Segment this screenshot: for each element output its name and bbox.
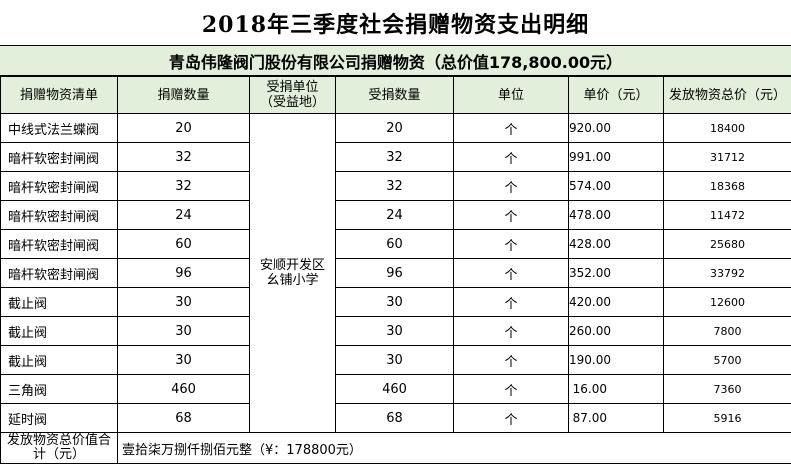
- donation-table: 捐赠物资清单 捐赠数量 受捐单位 （受益地） 受捐数量 单位 单价（元） 发放物…: [0, 76, 791, 464]
- total-cell: 7800: [664, 317, 791, 346]
- unit-cell: 个: [454, 288, 569, 317]
- item-name-cell: 截止阀: [1, 317, 118, 346]
- donated-qty-cell: 460: [118, 375, 250, 404]
- unit-price-cell: 920.00: [569, 114, 664, 143]
- unit-cell: 个: [454, 375, 569, 404]
- donated-qty-cell: 30: [118, 317, 250, 346]
- total-cell: 5700: [664, 346, 791, 375]
- unit-price-cell: 478.00: [569, 201, 664, 230]
- received-qty-cell: 32: [336, 172, 454, 201]
- total-cell: 25680: [664, 230, 791, 259]
- item-name-cell: 截止阀: [1, 346, 118, 375]
- total-cell: 18400: [664, 114, 791, 143]
- item-name-cell: 截止阀: [1, 288, 118, 317]
- received-qty-cell: 30: [336, 288, 454, 317]
- unit-price-cell: 190.00: [569, 346, 664, 375]
- header-unit: 单位: [454, 77, 569, 114]
- received-qty-cell: 60: [336, 230, 454, 259]
- header-total: 发放物资总价（元）: [664, 77, 791, 114]
- header-recipient: 受捐单位 （受益地）: [250, 77, 336, 114]
- unit-cell: 个: [454, 114, 569, 143]
- item-name-cell: 暗杆软密封闸阀: [1, 259, 118, 288]
- header-item: 捐赠物资清单: [1, 77, 118, 114]
- total-cell: 7360: [664, 375, 791, 404]
- donated-qty-cell: 20: [118, 114, 250, 143]
- item-name-cell: 暗杆软密封闸阀: [1, 201, 118, 230]
- received-qty-cell: 20: [336, 114, 454, 143]
- total-cell: 33792: [664, 259, 791, 288]
- total-cell: 5916: [664, 404, 791, 433]
- received-qty-cell: 68: [336, 404, 454, 433]
- header-received-qty: 受捐数量: [336, 77, 454, 114]
- received-qty-cell: 30: [336, 346, 454, 375]
- donated-qty-cell: 24: [118, 201, 250, 230]
- donated-qty-cell: 30: [118, 288, 250, 317]
- received-qty-cell: 24: [336, 201, 454, 230]
- header-donated-qty: 捐赠数量: [118, 77, 250, 114]
- donated-qty-cell: 32: [118, 172, 250, 201]
- total-cell: 18368: [664, 172, 791, 201]
- donated-qty-cell: 96: [118, 259, 250, 288]
- item-name-cell: 暗杆软密封闸阀: [1, 143, 118, 172]
- item-name-cell: 三角阀: [1, 375, 118, 404]
- header-unit-price: 单价（元）: [569, 77, 664, 114]
- unit-price-cell: 352.00: [569, 259, 664, 288]
- unit-cell: 个: [454, 317, 569, 346]
- received-qty-cell: 96: [336, 259, 454, 288]
- page-title: 2018年三季度社会捐赠物资支出明细: [0, 0, 791, 46]
- unit-price-cell: 991.00: [569, 143, 664, 172]
- unit-cell: 个: [454, 201, 569, 230]
- unit-cell: 个: [454, 404, 569, 433]
- donated-qty-cell: 60: [118, 230, 250, 259]
- footer-row: 发放物资总价值合计（元）壹拾柒万捌仟捌佰元整（¥：178800元）: [1, 433, 791, 464]
- unit-price-cell: 87.00: [569, 404, 664, 433]
- item-name-cell: 暗杆软密封闸阀: [1, 230, 118, 259]
- received-qty-cell: 460: [336, 375, 454, 404]
- unit-price-cell: 420.00: [569, 288, 664, 317]
- unit-price-cell: 16.00: [569, 375, 664, 404]
- unit-cell: 个: [454, 230, 569, 259]
- donated-qty-cell: 30: [118, 346, 250, 375]
- total-cell: 11472: [664, 201, 791, 230]
- unit-cell: 个: [454, 259, 569, 288]
- footer-total-label: 发放物资总价值合计（元）: [1, 433, 118, 464]
- header-row: 捐赠物资清单 捐赠数量 受捐单位 （受益地） 受捐数量 单位 单价（元） 发放物…: [1, 77, 791, 114]
- header-recipient-line2: （受益地）: [250, 95, 335, 110]
- unit-cell: 个: [454, 346, 569, 375]
- recipient-cell: 安顺开发区幺铺小学: [250, 114, 336, 433]
- donor-subtitle: 青岛伟隆阀门股份有限公司捐赠物资（总价值178,800.00元）: [0, 46, 791, 76]
- header-recipient-line1: 受捐单位: [250, 80, 335, 95]
- item-name-cell: 延时阀: [1, 404, 118, 433]
- item-name-cell: 中线式法兰蝶阀: [1, 114, 118, 143]
- unit-price-cell: 260.00: [569, 317, 664, 346]
- unit-cell: 个: [454, 172, 569, 201]
- donated-qty-cell: 32: [118, 143, 250, 172]
- received-qty-cell: 32: [336, 143, 454, 172]
- received-qty-cell: 30: [336, 317, 454, 346]
- footer-total-value: 壹拾柒万捌仟捌佰元整（¥：178800元）: [118, 433, 791, 464]
- total-cell: 31712: [664, 143, 791, 172]
- unit-price-cell: 574.00: [569, 172, 664, 201]
- unit-price-cell: 428.00: [569, 230, 664, 259]
- unit-cell: 个: [454, 143, 569, 172]
- donated-qty-cell: 68: [118, 404, 250, 433]
- item-name-cell: 暗杆软密封闸阀: [1, 172, 118, 201]
- total-cell: 12600: [664, 288, 791, 317]
